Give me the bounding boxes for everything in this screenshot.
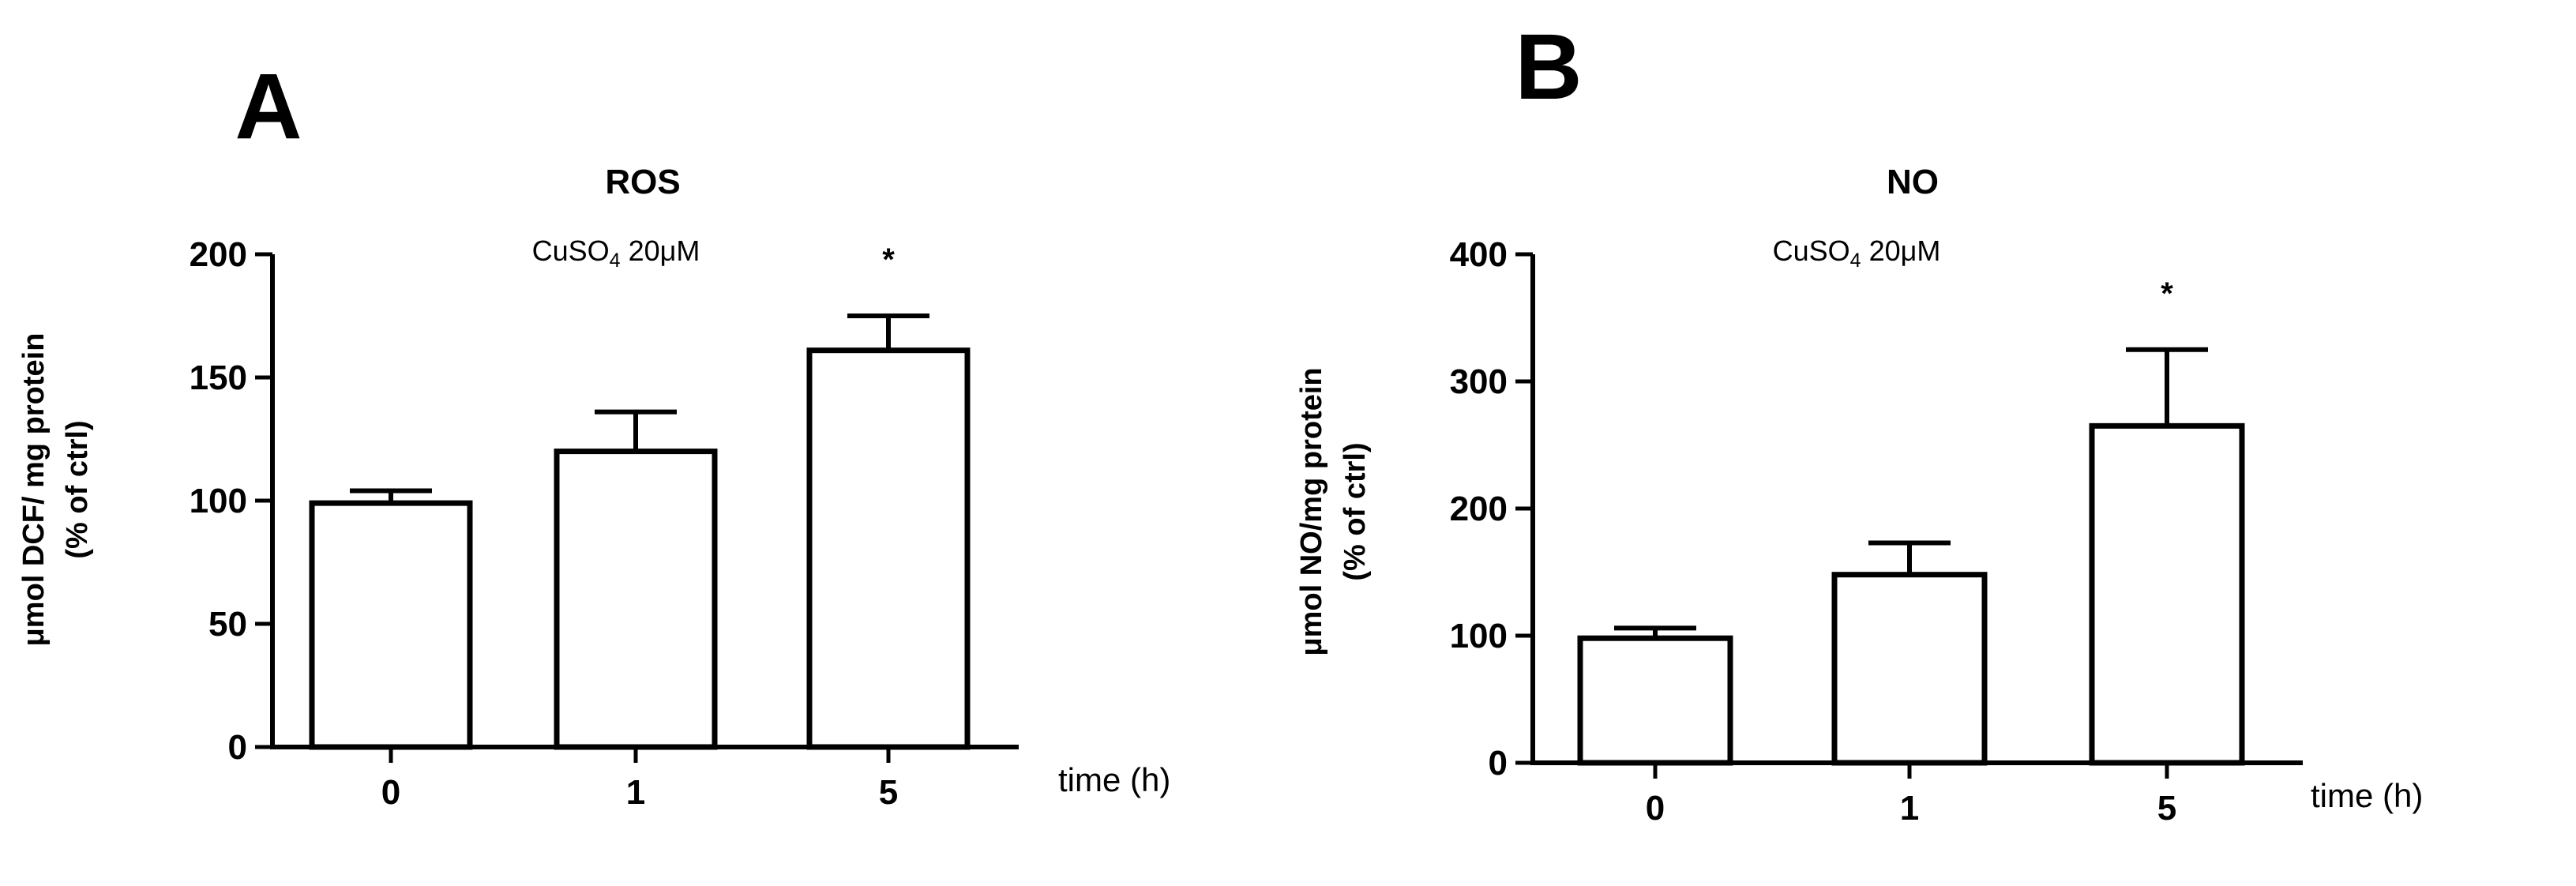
bar <box>554 449 718 750</box>
x-tick-label: 0 <box>381 773 400 812</box>
y-tick-label: 400 <box>1450 235 1508 274</box>
bar <box>1831 572 1988 766</box>
y-tick-label: 200 <box>1450 490 1508 528</box>
y-tick-label: 0 <box>228 728 247 767</box>
x-tick-label: 5 <box>2157 789 2176 828</box>
y-tick-label: 150 <box>190 359 247 397</box>
y-tick-label: 200 <box>190 235 247 274</box>
bar <box>309 500 473 750</box>
y-axis-label-line: (% of ctrl) <box>61 420 94 558</box>
chart-b: B NO CuSO4 20μM 0 100 200 300 400 0 1 5 * time (h) μm… <box>1295 15 2423 828</box>
bar <box>806 347 971 750</box>
x-axis-label: time (h) <box>2311 777 2423 814</box>
panel-a: A ROS CuSO4 20μM 0 50 100 150 200 0 1 5 * time (h) μm… <box>17 54 1170 812</box>
bar <box>1577 635 1733 766</box>
y-tick-label: 100 <box>1450 617 1508 655</box>
y-axis-label-line: (% of ctrl) <box>1339 442 1372 580</box>
y-tick-label: 100 <box>190 482 247 520</box>
panel-letter: A <box>235 54 302 159</box>
y-tick-label: 300 <box>1450 362 1508 401</box>
chart-title: ROS <box>605 163 680 201</box>
chart-a: A ROS CuSO4 20μM 0 50 100 150 200 0 1 5 * time (h) μm… <box>17 54 1170 812</box>
y-axis-label-line: μmol NO/mg protein <box>1295 367 1328 655</box>
annotation-subscript: 4 <box>610 250 621 272</box>
annotation-compound: CuSO <box>532 235 610 267</box>
x-tick-label: 0 <box>1646 789 1665 828</box>
treatment-annotation: CuSO4 20μM <box>532 235 700 272</box>
x-axis-label: time (h) <box>1058 761 1170 798</box>
treatment-annotation: CuSO4 20μM <box>1773 235 1941 272</box>
annotation-subscript: 4 <box>1850 250 1861 272</box>
significance-marker: * <box>882 242 895 277</box>
significance-marker: * <box>2161 276 2173 311</box>
y-axis-label-line: μmol DCF/ mg protein <box>17 333 51 647</box>
chart-title: NO <box>1887 163 1939 201</box>
annotation-concentration: 20μM <box>621 235 700 267</box>
panel-b: B NO CuSO4 20μM 0 100 200 300 400 0 1 5 * time (h) μm… <box>1288 0 2576 886</box>
y-tick-label: 0 <box>1489 744 1508 783</box>
y-tick-label: 50 <box>208 605 247 644</box>
x-tick-label: 5 <box>879 773 898 812</box>
annotation-compound: CuSO <box>1773 235 1850 267</box>
x-tick-label: 1 <box>626 773 645 812</box>
bar <box>2089 422 2245 766</box>
annotation-concentration: 20μM <box>1861 235 1941 267</box>
panel-letter: B <box>1515 15 1582 119</box>
x-tick-label: 1 <box>1900 789 1919 828</box>
